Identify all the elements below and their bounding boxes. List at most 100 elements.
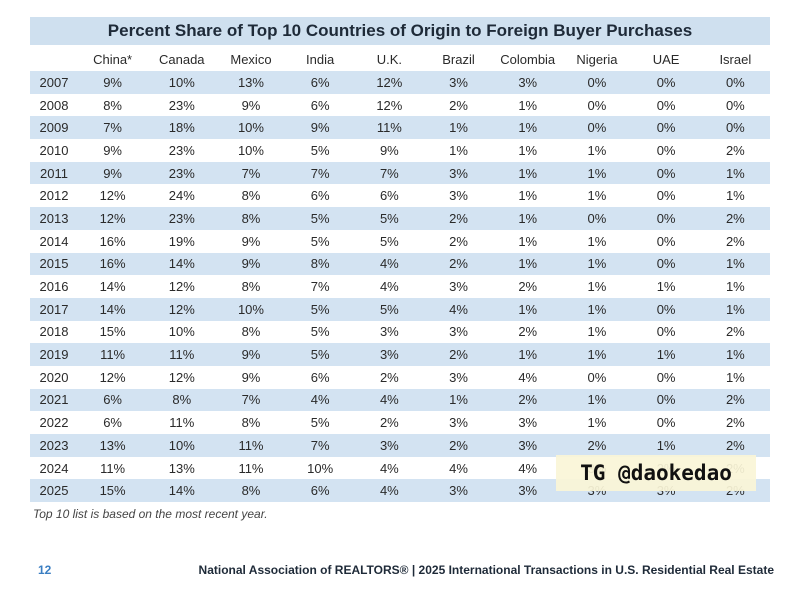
share-cell: 1% (562, 297, 632, 321)
share-cell: 3% (493, 411, 563, 434)
share-cell: 0% (631, 93, 701, 117)
share-cell: 4% (354, 388, 424, 412)
share-cell: 9% (216, 93, 286, 117)
share-cell: 1% (700, 252, 770, 276)
share-cell: 8% (147, 388, 217, 412)
share-cell: 1% (700, 184, 770, 208)
share-cell: 1% (493, 297, 563, 321)
share-cell: 1% (562, 229, 632, 253)
share-cell: 2% (423, 252, 494, 276)
share-cell: 4% (354, 252, 424, 276)
share-cell: 0% (631, 116, 701, 140)
share-cell: 14% (78, 275, 148, 298)
share-cell: 12% (147, 365, 217, 389)
share-cell: 14% (147, 252, 217, 276)
share-cell: 2% (354, 411, 424, 434)
share-cell: 0% (700, 93, 770, 117)
table-row: 2011 9% 23% 7% 7% 7% 3% 1% 1% 0% 1% (30, 161, 770, 185)
share-cell: 1% (423, 116, 494, 140)
table-row: 2010 9% 23% 10% 5% 9% 1% 1% 1% 0% 2% (30, 139, 770, 162)
share-cell: 9% (216, 252, 286, 276)
share-cell: 2% (423, 343, 494, 366)
share-cell: 2% (354, 365, 424, 389)
share-cell: 5% (285, 343, 355, 366)
share-cell: 23% (147, 93, 217, 117)
share-cell: 15% (78, 320, 148, 344)
share-cell: 7% (216, 161, 286, 185)
share-cell: 1% (631, 434, 701, 457)
share-cell: 4% (493, 365, 563, 389)
share-cell: 4% (423, 456, 494, 480)
share-cell: 23% (147, 139, 217, 162)
share-cell: 1% (562, 388, 632, 412)
year-cell: 2011 (30, 161, 78, 185)
share-cell: 7% (285, 275, 355, 298)
share-cell: 10% (147, 71, 217, 94)
share-cell: 6% (354, 184, 424, 208)
share-cell: 1% (562, 320, 632, 344)
share-cell: 8% (216, 479, 286, 503)
share-cell: 18% (147, 116, 217, 140)
share-cell: 2% (493, 275, 563, 298)
footer-text: National Association of REALTORS® | 2025… (198, 563, 774, 577)
share-cell: 10% (216, 139, 286, 162)
share-cell: 14% (147, 479, 217, 503)
share-cell: 0% (631, 139, 701, 162)
share-cell: 10% (147, 434, 217, 457)
header-cell-country: India (306, 51, 335, 67)
share-cell: 11% (216, 456, 286, 480)
share-cell: 1% (423, 139, 494, 162)
share-cell: 3% (423, 184, 494, 208)
share-cell: 0% (631, 320, 701, 344)
share-cell: 2% (423, 229, 494, 253)
share-cell: 15% (78, 479, 148, 503)
share-cell: 2% (493, 388, 563, 412)
table-title: Percent Share of Top 10 Countries of Ori… (107, 21, 693, 40)
header-cell-country: Nigeria (576, 51, 618, 67)
table-row: 2021 6% 8% 7% 4% 4% 1% 2% 1% 0% 2% (30, 388, 770, 412)
share-cell: 9% (216, 229, 286, 253)
share-cell: 9% (78, 71, 148, 94)
year-cell: 2014 (30, 229, 78, 253)
share-cell: 12% (78, 184, 148, 208)
table-row: 2019 11% 11% 9% 5% 3% 2% 1% 1% 1% 1% (30, 343, 770, 366)
share-cell: 1% (562, 252, 632, 276)
header-cell-country: Israel (719, 51, 752, 67)
share-cell: 6% (285, 365, 355, 389)
share-cell: 13% (216, 71, 286, 94)
year-cell: 2018 (30, 320, 78, 344)
share-cell: 1% (493, 229, 563, 253)
year-cell: 2021 (30, 388, 78, 412)
year-cell: 2013 (30, 207, 78, 230)
table-row: 2016 14% 12% 8% 7% 4% 3% 2% 1% 1% 1% (30, 275, 770, 298)
share-cell: 5% (354, 229, 424, 253)
year-cell: 2007 (30, 71, 78, 94)
share-cell: 5% (354, 297, 424, 321)
share-cell: 1% (700, 343, 770, 366)
share-cell: 6% (285, 93, 355, 117)
share-cell: 19% (147, 229, 217, 253)
header-cell-country: U.K. (376, 51, 402, 67)
share-cell: 9% (78, 161, 148, 185)
year-cell: 2020 (30, 365, 78, 389)
share-cell: 7% (354, 161, 424, 185)
share-cell: 13% (147, 456, 217, 480)
share-cell: 6% (285, 479, 355, 503)
footnote: Top 10 list is based on the most recent … (33, 507, 268, 521)
share-cell: 10% (147, 320, 217, 344)
share-cell: 4% (354, 479, 424, 503)
header-cell-country: Colombia (500, 51, 556, 67)
share-cell: 1% (631, 275, 701, 298)
share-cell: 0% (631, 365, 701, 389)
share-cell: 1% (631, 343, 701, 366)
share-cell: 1% (493, 252, 563, 276)
share-cell: 6% (285, 71, 355, 94)
share-cell: 6% (285, 184, 355, 208)
share-cell: 12% (78, 365, 148, 389)
share-cell: 2% (700, 139, 770, 162)
share-cell: 1% (423, 388, 494, 412)
year-cell: 2017 (30, 297, 78, 321)
share-cell: 8% (216, 275, 286, 298)
table-body: 2007 9% 10% 13% 6% 12% 3% 3% 0% 0% 0% 2008 8% 23% 9% 6%… (30, 71, 770, 503)
